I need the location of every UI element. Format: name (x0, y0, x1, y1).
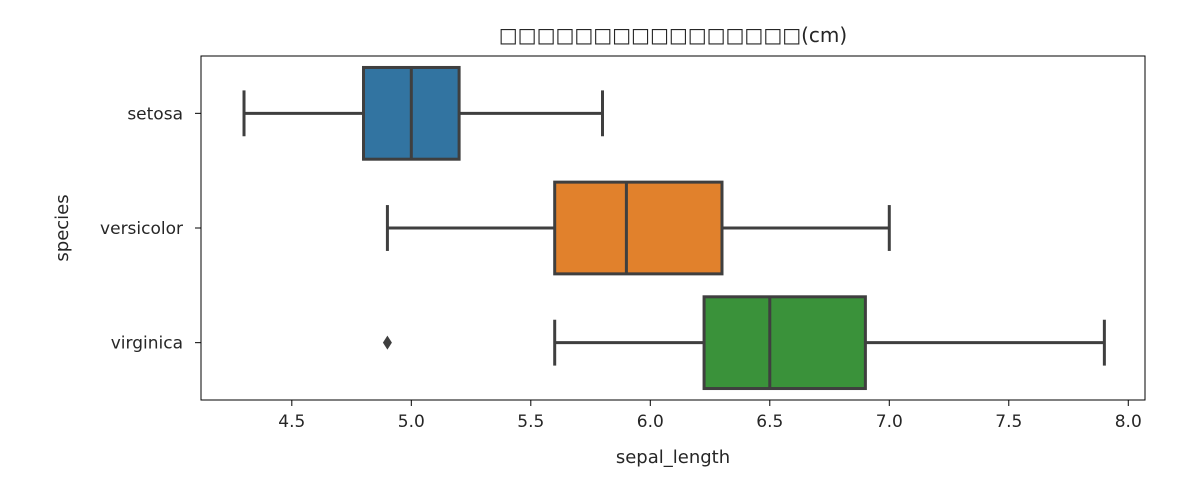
outlier-virginica-0 (382, 335, 392, 350)
y-tick-label-versicolor: versicolor (100, 219, 183, 239)
x-axis: 4.5 5.0 5.5 6.0 6.5 7.0 7.5 8.0 (278, 400, 1142, 432)
y-tick-label-virginica: virginica (111, 334, 183, 354)
x-tick-label-4.5: 4.5 (278, 412, 305, 432)
plot-area (242, 65, 1106, 391)
y-tick-label-setosa: setosa (127, 104, 183, 124)
x-tick-label-8.0: 8.0 (1115, 412, 1142, 432)
box-group-versicolor (385, 180, 891, 276)
x-tick-label-7.5: 7.5 (995, 412, 1022, 432)
y-axis: setosa versicolor virginica (100, 104, 201, 354)
box-versicolor (553, 180, 724, 276)
box-group-setosa (242, 65, 604, 161)
x-tick-label-5.5: 5.5 (517, 412, 544, 432)
box-group-virginica (382, 295, 1106, 391)
x-tick-label-6.5: 6.5 (756, 412, 783, 432)
x-tick-label-7.0: 7.0 (876, 412, 903, 432)
x-tick-label-5.0: 5.0 (398, 412, 425, 432)
chart-title: □□□□□□□□□□□□□□□□(cm) (499, 23, 847, 47)
x-tick-label-6.0: 6.0 (637, 412, 664, 432)
y-axis-label: species (52, 194, 73, 261)
box-virginica (702, 295, 867, 391)
x-axis-label: sepal_length (616, 447, 730, 468)
